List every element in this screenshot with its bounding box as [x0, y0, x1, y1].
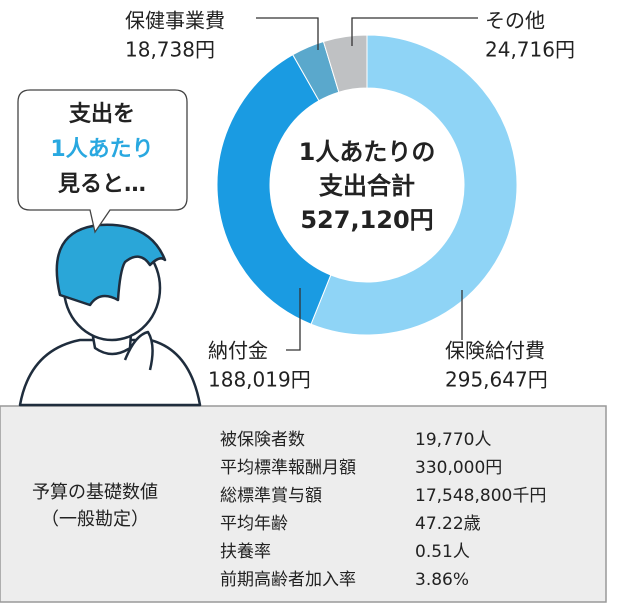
leader-lines	[256, 17, 478, 351]
slice-label: 保険給付費	[445, 339, 545, 363]
budget-value: 47.22歳	[415, 514, 481, 534]
person-illustration	[18, 223, 202, 407]
slice-label: 保健事業費	[125, 9, 225, 33]
budget-label: 被保険者数	[220, 430, 305, 450]
budget-value: 19,770人	[415, 430, 491, 450]
slice-value: 18,738円	[125, 38, 215, 62]
donut-hole	[270, 88, 464, 282]
budget-label: 平均年齢	[220, 514, 288, 534]
budget-value: 17,548,800千円	[415, 486, 546, 506]
slice-value: 188,019円	[208, 368, 311, 392]
budget-value: 3.86%	[415, 570, 469, 590]
slice-label: その他	[485, 9, 545, 33]
speech-bubble	[17, 89, 188, 234]
leader-line	[286, 288, 301, 351]
budget-box	[0, 405, 607, 603]
budget-label: 総標準賞与額	[220, 486, 322, 506]
budget-value: 330,000円	[415, 458, 502, 478]
center-text: 支出合計	[319, 172, 415, 200]
center-text: 527,120円	[300, 206, 433, 234]
slice-value: 295,647円	[445, 368, 548, 392]
leader-line	[351, 17, 478, 46]
slice-value: 24,716円	[485, 38, 575, 62]
bubble-text: 見ると…	[58, 172, 146, 197]
budget-title: （一般勘定）	[41, 509, 149, 530]
budget-label: 平均標準報酬月額	[220, 458, 356, 478]
slice-label: 納付金	[208, 339, 268, 363]
center-text: 1人あたりの	[299, 138, 436, 166]
budget-label: 前期高齢者加入率	[220, 570, 356, 590]
budget-title: 予算の基礎数値	[32, 482, 158, 503]
bubble-text: 支出を	[69, 102, 135, 127]
donut-chart	[216, 34, 518, 336]
budget-label: 扶養率	[220, 542, 271, 562]
bubble-text: 1人あたり	[50, 137, 153, 162]
budget-value: 0.51人	[415, 542, 470, 562]
leader-line	[256, 17, 319, 50]
